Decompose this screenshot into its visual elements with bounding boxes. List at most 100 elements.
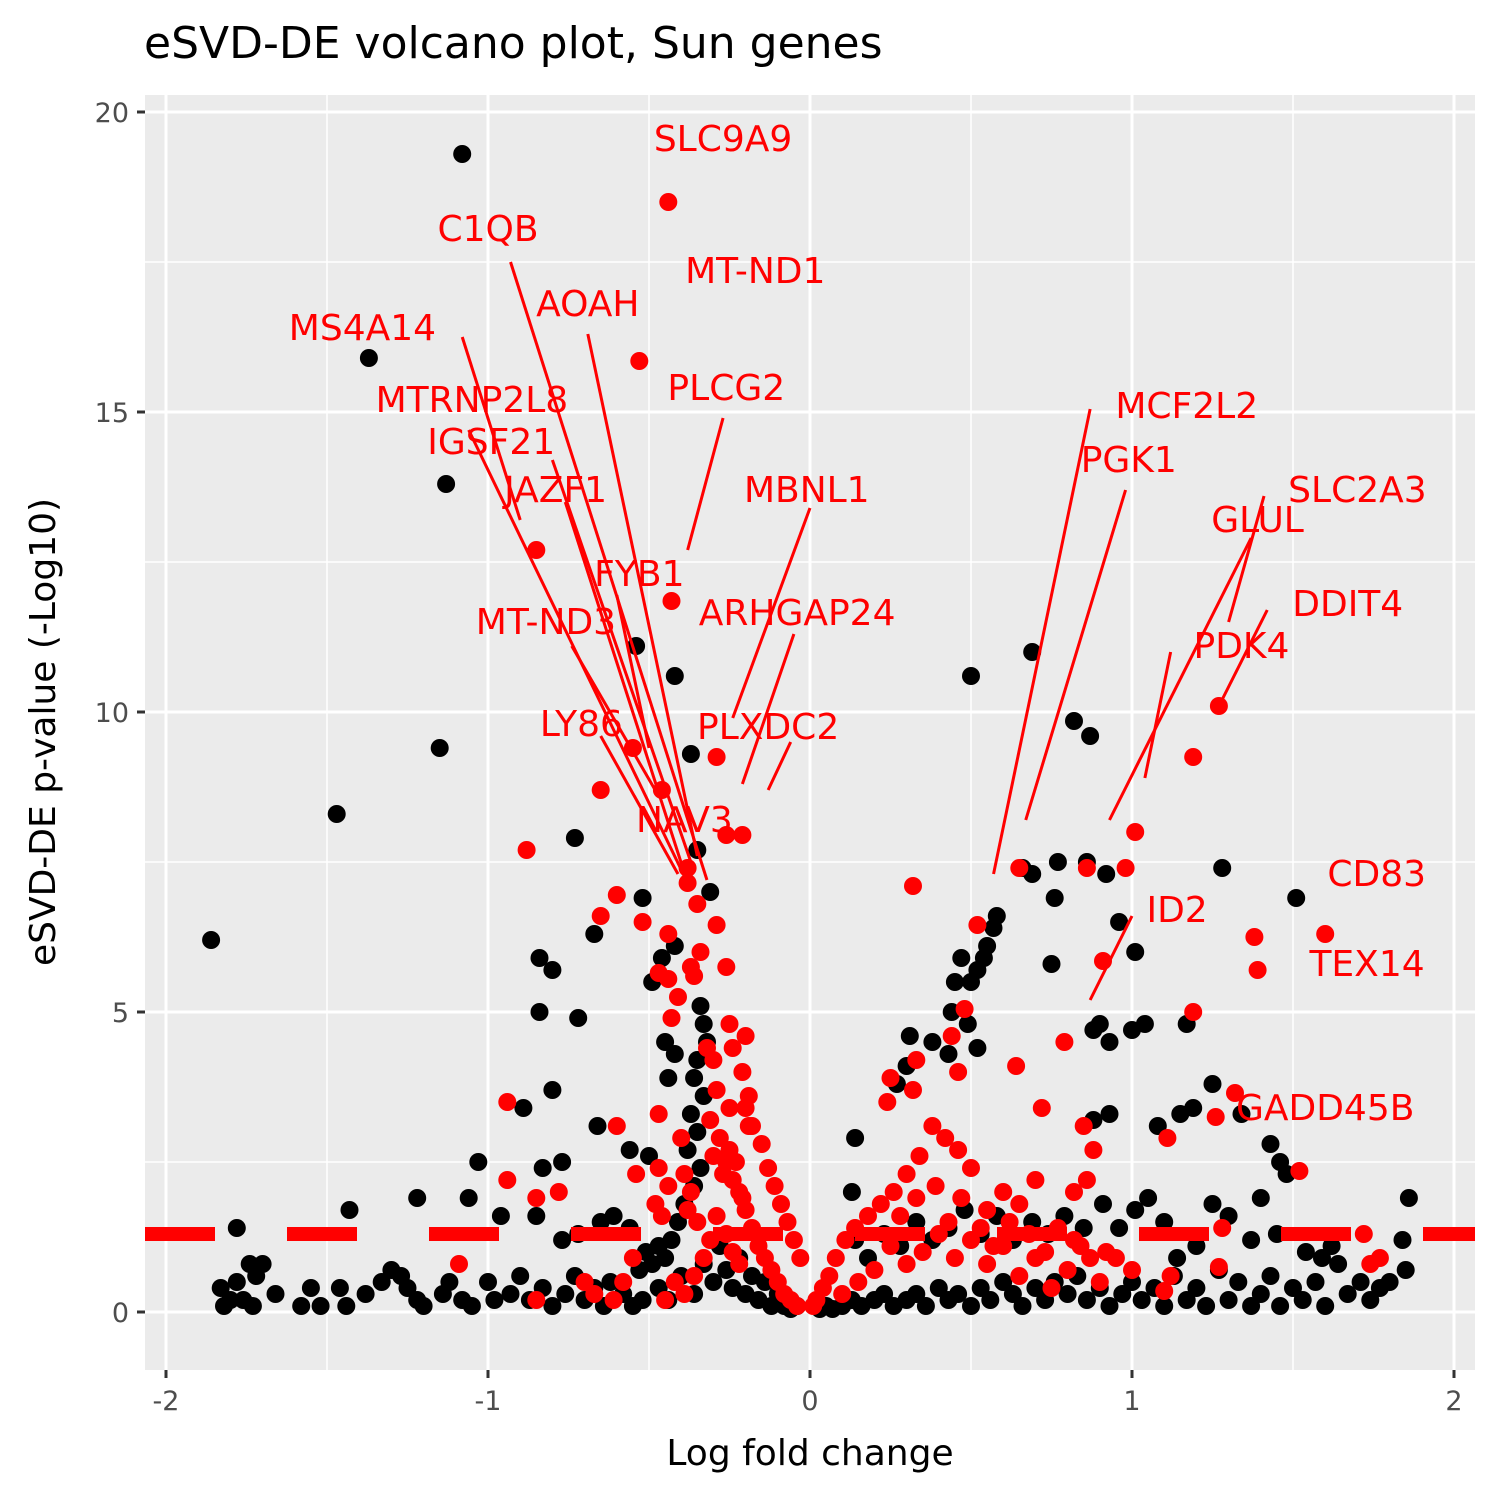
data-point <box>527 1189 546 1207</box>
data-point <box>211 1279 230 1297</box>
x-tick-label: 2 <box>1445 1386 1462 1417</box>
gene-label: GLUL <box>1211 500 1304 541</box>
data-point <box>479 1273 497 1291</box>
x-tick-label: -1 <box>475 1386 502 1417</box>
data-point <box>1023 643 1042 661</box>
label-leader <box>1108 537 1253 821</box>
data-point <box>604 1291 623 1309</box>
data-point <box>247 1267 266 1285</box>
data-point <box>1042 955 1061 973</box>
data-point <box>949 1141 968 1159</box>
data-point <box>1110 1219 1129 1237</box>
data-point <box>1226 1084 1244 1102</box>
y-tick-label: 5 <box>112 998 129 1029</box>
data-point <box>994 1183 1013 1201</box>
data-point <box>665 1045 684 1063</box>
data-point <box>575 1273 594 1291</box>
data-point <box>923 1117 942 1135</box>
data-point <box>1158 1129 1177 1147</box>
data-point <box>1123 1261 1141 1279</box>
label-leader <box>1227 495 1266 623</box>
x-axis-title: Log fold change <box>666 1433 953 1474</box>
data-point <box>430 739 449 757</box>
data-point <box>1058 1285 1077 1303</box>
data-point <box>527 1291 546 1309</box>
data-point <box>913 1243 932 1261</box>
data-point <box>569 1009 588 1027</box>
data-point <box>591 907 610 925</box>
data-point <box>1261 1135 1280 1153</box>
data-point <box>459 1189 478 1207</box>
data-point <box>1094 1195 1112 1213</box>
data-point <box>565 829 584 847</box>
data-point <box>227 1273 246 1291</box>
data-point <box>1003 1285 1022 1303</box>
data-point <box>437 475 456 493</box>
label-leader <box>563 501 690 884</box>
gene-label: LY86 <box>540 704 623 745</box>
data-point <box>736 1099 755 1117</box>
data-point <box>1090 1015 1109 1033</box>
data-point <box>1000 1213 1019 1231</box>
data-point <box>1126 943 1145 961</box>
data-point <box>710 1129 729 1147</box>
label-leader <box>766 741 793 791</box>
data-point <box>952 949 971 967</box>
data-point <box>501 1285 520 1303</box>
data-point <box>549 1183 568 1201</box>
data-point <box>1284 1279 1302 1297</box>
data-point <box>1287 889 1306 907</box>
data-point <box>659 925 678 943</box>
data-point <box>717 826 736 844</box>
data-point <box>659 1069 678 1087</box>
data-point <box>588 1117 607 1135</box>
data-point <box>759 1159 778 1177</box>
data-point <box>1251 1285 1270 1303</box>
data-point <box>778 1213 797 1231</box>
data-point <box>1290 1162 1309 1180</box>
data-point <box>414 1297 433 1315</box>
data-point <box>675 1285 694 1303</box>
data-point <box>865 1261 884 1279</box>
data-point <box>533 1159 552 1177</box>
data-point <box>1187 1279 1206 1297</box>
gene-label: SLC2A3 <box>1288 470 1426 511</box>
data-point <box>723 1039 742 1057</box>
gene-label: ID2 <box>1146 890 1207 931</box>
data-point <box>607 1117 626 1135</box>
data-point <box>327 805 346 823</box>
data-point <box>1351 1273 1370 1291</box>
data-point <box>665 1273 684 1291</box>
data-point <box>743 1117 761 1135</box>
data-point <box>1251 1189 1270 1207</box>
data-point <box>788 1297 807 1315</box>
data-point <box>923 1033 942 1051</box>
data-point <box>1010 1195 1029 1213</box>
data-point <box>553 1153 572 1171</box>
data-point <box>614 1273 633 1291</box>
gene-label: MT-ND1 <box>685 251 825 292</box>
data-point <box>1187 1237 1206 1255</box>
data-point <box>1132 1291 1151 1309</box>
data-point <box>900 1027 919 1045</box>
data-point <box>601 1273 620 1291</box>
data-point <box>945 973 964 991</box>
data-point <box>978 1255 997 1273</box>
data-point <box>659 970 678 988</box>
data-point <box>215 1297 233 1315</box>
data-point <box>884 1297 903 1315</box>
data-point <box>527 1207 546 1225</box>
data-point <box>842 1183 861 1201</box>
data-point <box>1338 1285 1357 1303</box>
data-point <box>685 967 704 985</box>
data-point <box>1065 1183 1083 1201</box>
data-point <box>1184 748 1203 766</box>
data-point <box>1116 859 1135 877</box>
label-leader <box>586 333 699 857</box>
data-point <box>1313 1249 1331 1267</box>
data-point <box>881 1237 900 1255</box>
data-point <box>607 886 626 904</box>
data-point <box>859 1207 877 1225</box>
data-point <box>556 1285 575 1303</box>
label-leader <box>599 735 680 875</box>
